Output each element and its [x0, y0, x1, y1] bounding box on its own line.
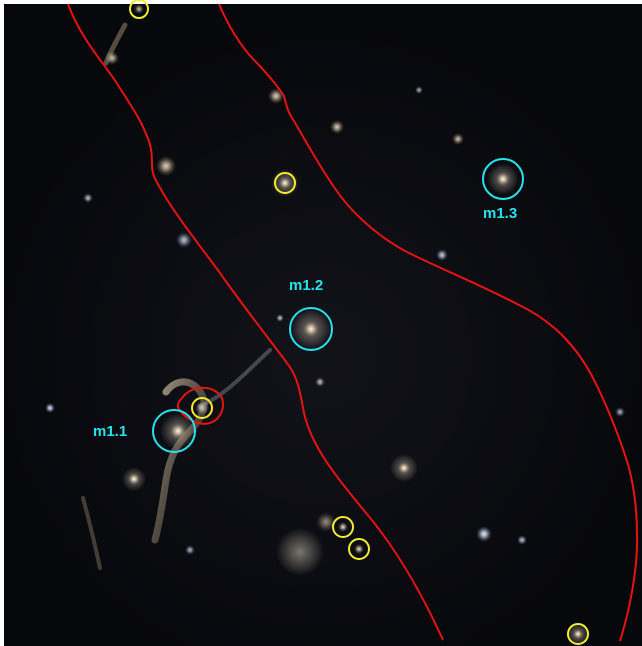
galaxy-glow — [415, 86, 423, 94]
galaxy-glow — [185, 545, 195, 555]
m1-1-marker — [152, 409, 196, 453]
faint-arc — [198, 348, 272, 408]
galaxy-glow — [338, 522, 348, 532]
label-m1-2: m1.2 — [289, 277, 324, 294]
galaxy-glow — [452, 133, 464, 145]
galaxy-glow — [476, 526, 492, 542]
faint-arc — [103, 22, 128, 66]
galaxy-glow — [105, 51, 119, 65]
critical-curve-small-loop — [176, 386, 225, 425]
galaxy-glow — [316, 512, 336, 532]
faint-arc — [81, 496, 102, 570]
label-m1-1: m1.1 — [93, 423, 128, 440]
galaxy-core — [496, 172, 510, 186]
galaxy-glow — [354, 544, 364, 554]
galaxy-core — [303, 321, 319, 337]
galaxy-glow — [276, 314, 284, 322]
critical-curve-right — [218, 3, 639, 642]
yellow-marker — [567, 623, 589, 645]
galaxy-halo — [276, 528, 324, 576]
galaxy-glow — [436, 249, 448, 261]
cyan-markers — [152, 158, 524, 453]
galaxy-glow — [315, 377, 325, 387]
galaxy-core — [398, 462, 410, 474]
lensed-arcs — [81, 22, 272, 570]
galaxy-core — [573, 629, 583, 639]
critical-curve-left — [67, 3, 444, 641]
yellow-marker — [348, 538, 370, 560]
galaxy-glow — [517, 535, 527, 545]
lensed-arc — [151, 378, 208, 544]
yellow-marker — [129, 0, 149, 19]
label-m1-3: m1.3 — [483, 205, 518, 222]
yellow-markers — [129, 0, 589, 645]
galaxy-glow — [156, 156, 176, 176]
galaxy-glow — [330, 120, 344, 134]
m1-3-marker — [482, 158, 524, 200]
galaxy-core — [128, 473, 140, 485]
galaxy-glow — [176, 232, 192, 248]
m1-2-marker — [289, 307, 333, 351]
galaxy-glow — [268, 88, 284, 104]
galaxy-glow — [134, 4, 144, 14]
yellow-marker — [191, 397, 213, 419]
galaxy-field — [45, 4, 625, 646]
yellow-marker — [274, 172, 296, 194]
galaxy-glow — [615, 407, 625, 417]
galaxy-core — [279, 177, 291, 189]
yellow-marker — [332, 516, 354, 538]
critical-curves — [67, 3, 639, 642]
galaxy-glow — [45, 403, 55, 413]
galaxy-glow — [83, 193, 93, 203]
